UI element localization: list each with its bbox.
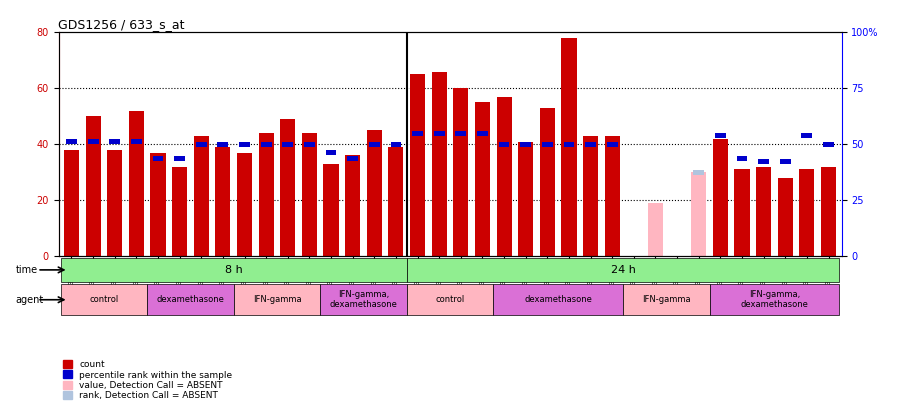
Bar [280, 119, 295, 256]
Bar [605, 136, 620, 256]
Bar [824, 142, 834, 147]
FancyBboxPatch shape [234, 284, 320, 315]
FancyBboxPatch shape [407, 258, 840, 282]
Text: IFN-gamma,
dexamethasone: IFN-gamma, dexamethasone [741, 290, 808, 309]
Bar [821, 167, 836, 256]
FancyBboxPatch shape [60, 258, 407, 282]
Bar [499, 142, 509, 147]
Text: dexamethasone: dexamethasone [524, 295, 592, 304]
Bar [607, 142, 617, 147]
Text: IFN-gamma: IFN-gamma [253, 295, 302, 304]
FancyBboxPatch shape [709, 284, 840, 315]
Bar [391, 142, 401, 147]
Bar [172, 167, 187, 256]
Bar [562, 38, 577, 256]
Bar [389, 147, 403, 256]
Bar [477, 130, 488, 136]
Bar [369, 142, 380, 147]
Bar [585, 142, 596, 147]
Bar [758, 159, 769, 164]
FancyBboxPatch shape [320, 284, 407, 315]
Bar [86, 116, 101, 256]
Bar [715, 133, 725, 139]
Legend: count, percentile rank within the sample, value, Detection Call = ABSENT, rank, : count, percentile rank within the sample… [63, 360, 232, 401]
Bar [434, 130, 445, 136]
Text: IFN-gamma: IFN-gamma [642, 295, 690, 304]
Bar [583, 136, 599, 256]
Bar [153, 156, 164, 161]
Bar [542, 142, 553, 147]
Text: dexamethasone: dexamethasone [157, 295, 224, 304]
Text: 8 h: 8 h [225, 265, 243, 275]
Bar [237, 153, 252, 256]
Bar [455, 130, 466, 136]
Bar [107, 150, 122, 256]
Bar [326, 150, 337, 155]
Text: control: control [436, 295, 464, 304]
Bar [713, 139, 728, 256]
FancyBboxPatch shape [148, 284, 234, 315]
Bar [261, 142, 272, 147]
FancyBboxPatch shape [407, 284, 493, 315]
Bar [66, 139, 77, 144]
Bar [150, 153, 166, 256]
Bar [432, 72, 446, 256]
Bar [129, 111, 144, 256]
Bar [109, 139, 120, 144]
Bar [563, 142, 574, 147]
Bar [520, 142, 531, 147]
Bar [302, 133, 317, 256]
Bar [347, 156, 358, 161]
Bar [736, 156, 747, 161]
Bar [410, 75, 425, 256]
Bar [194, 136, 209, 256]
Bar [196, 142, 207, 147]
Bar [304, 142, 315, 147]
Bar [693, 170, 704, 175]
Bar [691, 172, 707, 256]
Bar [734, 169, 750, 256]
Bar [283, 142, 293, 147]
Bar [131, 139, 142, 144]
Bar [778, 178, 793, 256]
Bar [239, 142, 250, 147]
Text: time: time [15, 265, 38, 275]
Bar [497, 97, 511, 256]
Bar [258, 133, 274, 256]
Bar [540, 108, 555, 256]
Bar [175, 156, 185, 161]
Text: 24 h: 24 h [610, 265, 635, 275]
Bar [323, 164, 338, 256]
FancyBboxPatch shape [60, 284, 148, 315]
Bar [799, 169, 815, 256]
Bar [64, 150, 79, 256]
Bar [780, 159, 791, 164]
Bar [518, 141, 534, 256]
Bar [648, 203, 663, 256]
Bar [345, 156, 360, 256]
Text: IFN-gamma,
dexamethasone: IFN-gamma, dexamethasone [329, 290, 398, 309]
FancyBboxPatch shape [623, 284, 709, 315]
Bar [475, 102, 490, 256]
Bar [454, 88, 468, 256]
Bar [756, 167, 771, 256]
Text: control: control [89, 295, 119, 304]
FancyBboxPatch shape [493, 284, 623, 315]
Text: agent: agent [15, 295, 44, 305]
Bar [215, 147, 230, 256]
Bar [218, 142, 229, 147]
Bar [802, 133, 813, 139]
Bar [366, 130, 382, 256]
Text: GDS1256 / 633_s_at: GDS1256 / 633_s_at [58, 18, 185, 31]
Bar [412, 130, 423, 136]
Bar [87, 139, 98, 144]
